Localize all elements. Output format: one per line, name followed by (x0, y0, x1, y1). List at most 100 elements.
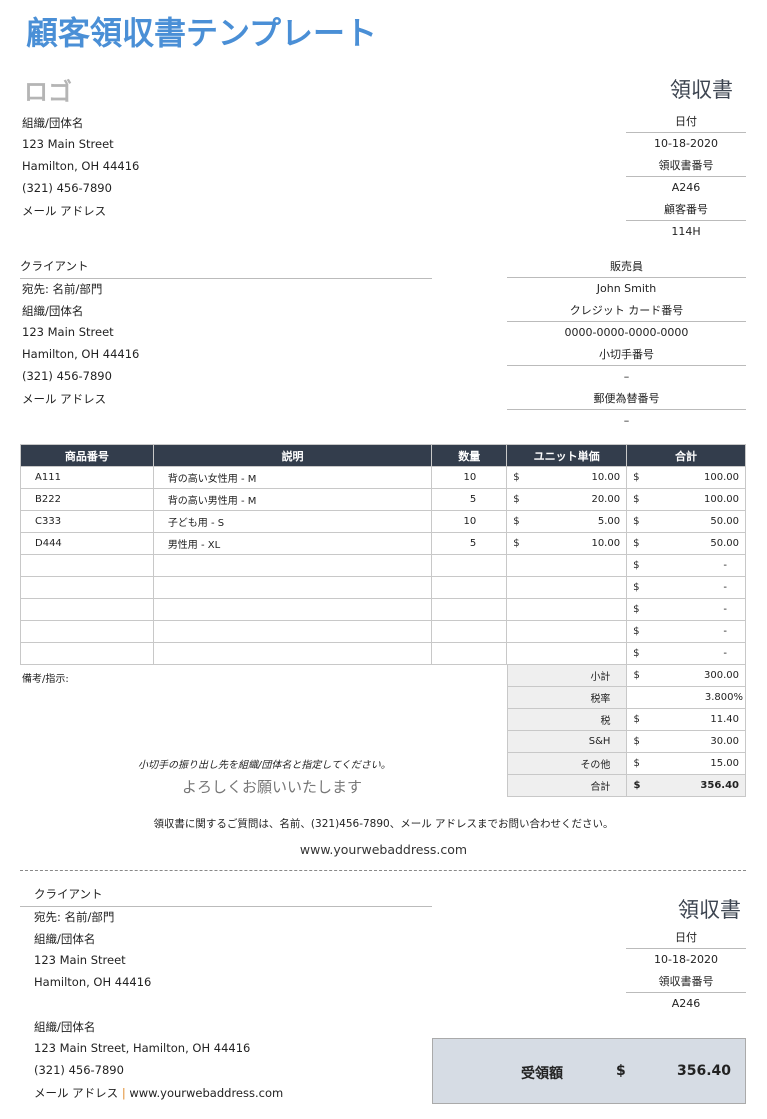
currency: $ (633, 714, 640, 725)
company-street: 123 Main Street (22, 137, 114, 151)
item-description (152, 598, 433, 621)
header-description: 説明 (152, 444, 433, 467)
item-no (20, 642, 154, 665)
client-phone: (321) 456-7890 (22, 369, 112, 383)
tax-label: 税 (506, 708, 628, 731)
item-total: 50.00 (710, 516, 739, 527)
currency: $ (513, 494, 520, 505)
money-order-value: – (623, 414, 630, 427)
item-qty (431, 576, 508, 599)
item-total: 50.00 (710, 538, 739, 549)
amount-received-box: 受領額 $ 356.40 (432, 1038, 746, 1104)
stub-company-phone: (321) 456-7890 (34, 1063, 124, 1077)
stub-company-name: 組織/団体名 (34, 1020, 96, 1034)
amount-received-label: 受領額 (521, 1066, 563, 1082)
items-table: 商品番号 説明 数量 ユニット単価 合計 A111 背の高い女性用 - M 10… (20, 444, 746, 665)
table-row: $ - (20, 554, 746, 577)
stub-city: Hamilton, OH 44416 (34, 975, 152, 989)
stub-receipt-no-label: 領収書番号 (626, 971, 746, 993)
item-total: - (723, 626, 727, 637)
stub-date-label: 日付 (626, 927, 746, 949)
item-qty: 5 (431, 488, 508, 511)
company-city: Hamilton, OH 44416 (22, 159, 140, 173)
check-label: 小切手番号 (507, 344, 746, 366)
item-total: - (723, 648, 727, 659)
item-unit-price: 10.00 (591, 472, 621, 483)
tax-rate-label: 税率 (506, 686, 628, 709)
stub-receipt-no-value: A246 (671, 997, 701, 1010)
item-no: A111 (20, 466, 154, 489)
item-total: 100.00 (704, 472, 739, 483)
total-label: 合計 (506, 774, 628, 797)
item-description: 男性用 - XL (152, 532, 433, 555)
item-qty (431, 620, 508, 643)
salesperson-value: John Smith (596, 282, 657, 295)
stub-receipt-heading: 領収書 (678, 898, 741, 922)
item-qty: 5 (431, 532, 508, 555)
website-link[interactable]: www.yourwebaddress.com (299, 842, 468, 857)
client-email: メール アドレス (22, 392, 107, 406)
item-total: - (723, 560, 727, 571)
currency: $ (633, 538, 640, 549)
tax-rate-value: 3.800% (626, 686, 746, 709)
company-email: メール アドレス (22, 204, 107, 218)
salesperson-label: 販売員 (507, 256, 746, 278)
stub-company-address: 123 Main Street, Hamilton, OH 44416 (34, 1041, 251, 1055)
logo: ロゴ (24, 78, 72, 106)
item-no: D444 (20, 532, 154, 555)
stub-company-email: メール アドレス (34, 1086, 119, 1100)
item-unit-price: 20.00 (591, 494, 621, 505)
receipt-info: 日付 10-18-2020 領収書番号 A246 顧客番号 114H (626, 111, 746, 243)
totals-table: 小計 $300.00 税率 3.800% 税 $11.40 S&H $30.00 その他… (506, 664, 746, 797)
currency: $ (633, 736, 640, 747)
client-city: Hamilton, OH 44416 (22, 347, 140, 361)
date-value: 10-18-2020 (654, 137, 718, 150)
item-description: 背の高い女性用 - M (152, 466, 433, 489)
item-total: - (723, 582, 727, 593)
item-unit-price: 5.00 (597, 516, 621, 527)
item-unit-price: 10.00 (591, 538, 621, 549)
subtotal-label: 小計 (506, 664, 628, 687)
currency: $ (633, 670, 640, 681)
item-description: 背の高い男性用 - M (152, 488, 433, 511)
customer-no-label: 顧客番号 (626, 199, 746, 221)
customer-no-value: 114H (671, 225, 701, 238)
stub-company-web[interactable]: www.yourwebaddress.com (129, 1086, 284, 1100)
table-row: D444 男性用 - XL 5 $10.00 $50.00 (20, 532, 746, 555)
currency: $ (513, 472, 520, 483)
header-total: 合計 (626, 444, 746, 467)
item-qty: 10 (431, 466, 508, 489)
amount-received-value: 356.40 (676, 1063, 731, 1079)
currency: $ (633, 472, 640, 483)
item-description (152, 554, 433, 577)
currency: $ (633, 626, 640, 637)
stub-name: 組織/団体名 (34, 932, 96, 946)
cut-line (20, 870, 746, 871)
contact-note: 領収書に関するご質問は、名前、(321)456-7890、メール アドレスまでお… (153, 818, 614, 830)
currency: $ (513, 538, 520, 549)
card-value: 0000-0000-0000-0000 (564, 326, 689, 339)
sh-value: 30.00 (710, 736, 739, 747)
tax-value: 11.40 (710, 714, 739, 725)
client-name: 組織/団体名 (22, 304, 84, 318)
stub-client-label: クライアント (20, 886, 432, 907)
client-attn: 宛先: 名前/部門 (22, 282, 103, 296)
item-qty (431, 554, 508, 577)
receipt-no-value: A246 (671, 181, 701, 194)
currency: $ (633, 516, 640, 527)
item-qty: 10 (431, 510, 508, 533)
receipt-no-label: 領収書番号 (626, 155, 746, 177)
stub-street: 123 Main Street (34, 953, 126, 967)
company-phone: (321) 456-7890 (22, 181, 112, 195)
total-value: 356.40 (700, 780, 739, 791)
table-row: $ - (20, 576, 746, 599)
currency: $ (633, 560, 640, 571)
notes-label: 備考/指示: (22, 674, 69, 685)
payment-info: 販売員 John Smith クレジット カード番号 0000-0000-000… (507, 256, 746, 432)
thanks: よろしくお願いいたします (182, 778, 363, 796)
currency: $ (633, 494, 640, 505)
table-row: $ - (20, 642, 746, 665)
item-no: C333 (20, 510, 154, 533)
item-total: 100.00 (704, 494, 739, 505)
subtotal-value: 300.00 (704, 670, 739, 681)
